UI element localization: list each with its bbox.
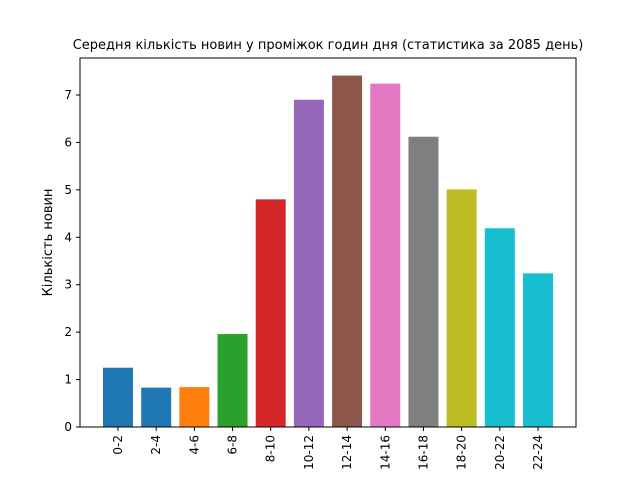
bar-0-2 [103, 367, 133, 427]
y-tick-label: 7 [64, 88, 72, 102]
bars-group [103, 75, 553, 428]
bar-18-20 [446, 189, 477, 427]
x-axis-ticks: 0-2 2-4 4-6 6-8 8-10 10-12 12-14 14-16 16-18 18-2… [111, 427, 545, 470]
y-tick-label: 2 [64, 325, 72, 339]
x-tick-label: 10-12 [302, 435, 316, 470]
x-tick-label: 4-6 [187, 435, 201, 455]
plot-frame [79, 57, 577, 428]
bar-2-4 [141, 387, 172, 427]
bar-14-16 [370, 83, 401, 428]
bar-8-10 [255, 199, 286, 427]
x-tick-label: 22-24 [531, 435, 545, 470]
x-tick-label: 14-16 [378, 435, 392, 470]
x-tick-label: 0-2 [111, 435, 125, 455]
x-tick-label: 16-18 [416, 435, 430, 470]
chart-title: Середня кількість новин у проміжок годин… [73, 38, 584, 53]
x-tick-label: 6-8 [226, 435, 240, 455]
x-tick-label: 18-20 [455, 435, 469, 470]
y-tick-label: 1 [64, 373, 72, 387]
y-tick-label: 6 [64, 135, 72, 149]
x-tick-label: 20-22 [493, 435, 507, 470]
y-axis-label: Кількість новин [41, 189, 56, 297]
y-tick-label: 3 [64, 278, 72, 292]
y-tick-label: 0 [64, 420, 72, 434]
bar-12-14 [332, 75, 363, 428]
bar-16-18 [408, 136, 439, 427]
bar-10-12 [293, 99, 324, 427]
bar-20-22 [484, 228, 515, 427]
x-tick-label: 2-4 [149, 435, 163, 455]
bar-4-6 [179, 387, 210, 427]
bar-6-8 [217, 334, 248, 427]
y-tick-label: 4 [64, 230, 72, 244]
x-tick-label: 8-10 [264, 435, 278, 462]
y-axis-ticks: 0 1 2 3 4 5 6 7 [64, 88, 80, 434]
y-tick-label: 5 [64, 183, 72, 197]
bar-22-24 [523, 273, 553, 427]
x-tick-label: 12-14 [340, 435, 354, 470]
